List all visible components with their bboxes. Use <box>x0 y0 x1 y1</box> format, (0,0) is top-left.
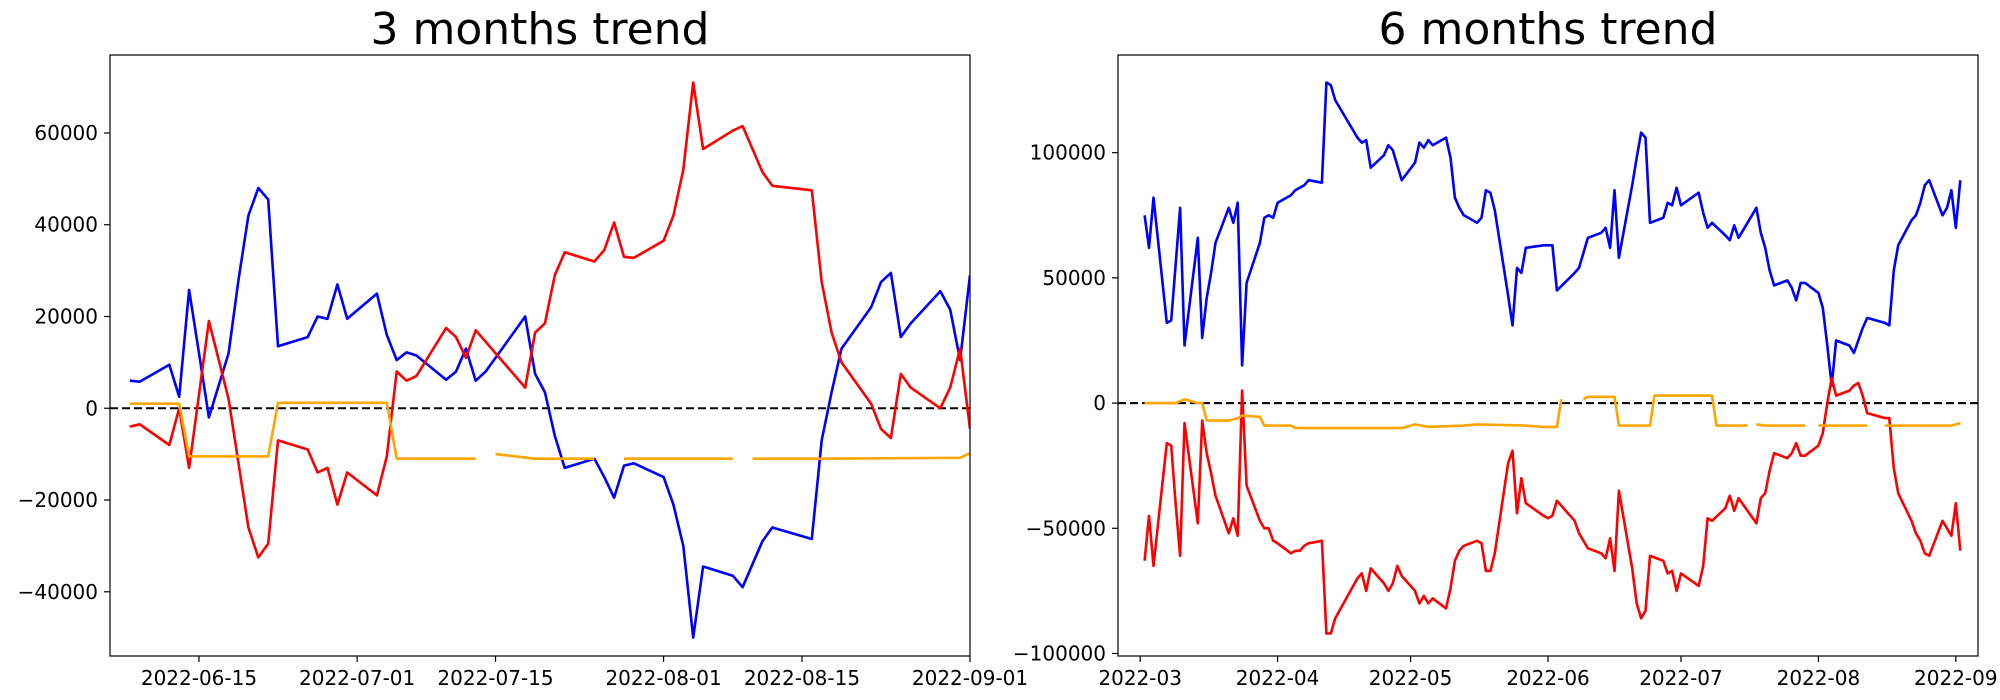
y-tick-label: 40000 <box>34 213 98 237</box>
x-tick-label: 2022-04 <box>1236 666 1320 690</box>
x-tick-label: 2022-07 <box>1639 666 1723 690</box>
series-line-2-segment-1 <box>495 452 595 461</box>
series-line-2-segment-4 <box>1884 421 1961 427</box>
series-line-2-segment-0 <box>129 401 476 461</box>
series-line-1-segment-0 <box>1143 376 1962 635</box>
x-tick-label: 2022-05 <box>1369 666 1453 690</box>
series-line-2-segment-2 <box>1756 423 1806 427</box>
plot-area <box>110 81 970 639</box>
y-tick-label: −100000 <box>1013 641 1106 665</box>
x-tick-label: 2022-08-15 <box>744 666 860 690</box>
x-tick-label: 2022-09 <box>1914 666 1998 690</box>
x-tick-label: 2022-09-01 <box>912 666 1028 690</box>
chart-3-months: 3 months trend 2022-06-15 2022-07-01 2022-… <box>18 4 1029 690</box>
y-tick-label: 0 <box>1093 391 1106 415</box>
series-line-2-segment-1 <box>1582 394 1748 427</box>
series-line-0-segment-0 <box>1143 81 1962 387</box>
y-tick-label: 50000 <box>1042 266 1106 290</box>
series-line-2-segment-0 <box>1144 397 1563 430</box>
x-tick-label: 2022-03 <box>1098 666 1182 690</box>
axes-frame <box>109 54 971 657</box>
chart-title: 6 months trend <box>1379 4 1718 55</box>
series-line-2-segment-3 <box>752 452 970 461</box>
y-tick-label: −50000 <box>1026 516 1106 540</box>
series-line-0-segment-0 <box>129 186 970 639</box>
y-tick-label: −20000 <box>18 488 98 512</box>
x-tick-label: 2022-08 <box>1777 666 1861 690</box>
x-tick-label: 2022-07-15 <box>437 666 553 690</box>
x-tick-label: 2022-06 <box>1506 666 1590 690</box>
x-tick-label: 2022-07-01 <box>299 666 415 690</box>
chart-title: 3 months trend <box>371 4 710 55</box>
y-tick-label: 60000 <box>34 121 98 145</box>
chart-6-months: 6 months trend 2022-03 2022-04 2022-05 2022… <box>1013 4 1998 690</box>
y-tick-label: 100000 <box>1030 141 1106 165</box>
x-tick-label: 2022-08-01 <box>605 666 721 690</box>
plot-area <box>1118 81 1978 635</box>
y-tick-label: 0 <box>85 396 98 420</box>
axes-frame <box>1117 54 1979 657</box>
series-line-1-segment-0 <box>129 81 970 559</box>
y-tick-label: −40000 <box>18 580 98 604</box>
y-tick-label: 20000 <box>34 305 98 329</box>
x-tick-label: 2022-06-15 <box>141 666 257 690</box>
